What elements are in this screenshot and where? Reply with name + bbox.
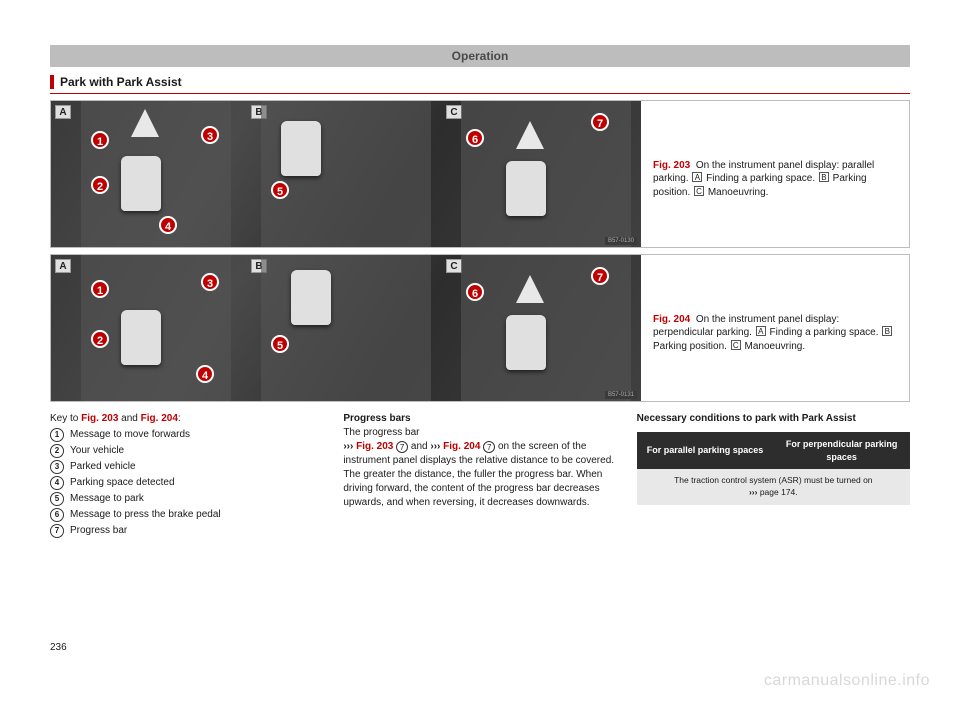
key-number: 2 <box>50 444 64 458</box>
key-number: 4 <box>50 476 64 490</box>
key-number: 7 <box>50 524 64 538</box>
manual-page: Operation Park with Park Assist A 1 2 3 … <box>0 0 960 560</box>
letter-box-c: C <box>694 186 704 196</box>
key-text: Parked vehicle <box>70 460 136 474</box>
figure-203-image: A 1 2 3 4 B 5 C 6 7 B57-0130 <box>51 101 641 247</box>
page-number: 236 <box>50 642 67 653</box>
figure-203-caption: Fig. 203 On the instrument panel display… <box>641 101 909 247</box>
key-intro: Key to Fig. 203 and Fig. 204: <box>50 412 323 426</box>
col2-body: The progress bar ››› Fig. 203 7 and ››› … <box>343 426 616 510</box>
key-number: 5 <box>50 492 64 506</box>
table-row-asr: The traction control system (ASR) must b… <box>637 469 910 505</box>
letter-box-b: B <box>882 326 892 336</box>
watermark: carmanualsonline.info <box>764 672 930 690</box>
column-3: Necessary conditions to park with Park A… <box>637 412 910 540</box>
panel-label-c: C <box>446 259 462 273</box>
car-icon <box>291 270 331 325</box>
key-item: 2 Your vehicle <box>50 444 323 458</box>
key-item: 6 Message to press the brake pedal <box>50 508 323 522</box>
figure-203-block: A 1 2 3 4 B 5 C 6 7 B57-0130 Fig. 203 <box>50 100 910 248</box>
title-rule <box>50 93 910 94</box>
arrow-up-icon <box>131 109 159 137</box>
key-item: 1 Message to move forwards <box>50 428 323 442</box>
col3-heading: Necessary conditions to park with Park A… <box>637 412 910 426</box>
letter-box-a: A <box>756 326 766 336</box>
callout-6: 6 <box>466 283 484 301</box>
car-icon <box>506 315 546 370</box>
key-item: 7 Progress bar <box>50 524 323 538</box>
section-title: Park with Park Assist <box>60 75 182 89</box>
key-text: Message to park <box>70 492 144 506</box>
section-title-row: Park with Park Assist <box>50 75 910 89</box>
col2-heading: Progress bars <box>343 412 616 426</box>
image-code: B57-0131 <box>605 391 637 399</box>
callout-4: 4 <box>196 365 214 383</box>
body-columns: Key to Fig. 203 and Fig. 204: 1 Message t… <box>50 412 910 540</box>
title-accent-bar <box>50 75 54 89</box>
panel-label-c: C <box>446 105 462 119</box>
panel-label-a: A <box>55 105 71 119</box>
figure-204-block: A 1 2 3 4 B 5 C 6 7 B57-0131 Fig. 204 On… <box>50 254 910 402</box>
panel-label-a: A <box>55 259 71 273</box>
column-2: Progress bars The progress bar ››› Fig. … <box>343 412 616 540</box>
callout-7: 7 <box>591 113 609 131</box>
key-number: 1 <box>50 428 64 442</box>
callout-5: 5 <box>271 335 289 353</box>
table-header-parallel: For parallel parking spaces <box>637 432 774 469</box>
callout-3: 3 <box>201 273 219 291</box>
fig-ref: Fig. 203 <box>653 160 690 171</box>
letter-box-c: C <box>731 340 741 350</box>
callout-4: 4 <box>159 216 177 234</box>
key-text: Message to press the brake pedal <box>70 508 221 522</box>
table-header-perpendicular: For perpendicular parking spaces <box>773 432 910 469</box>
image-code: B57-0130 <box>605 237 637 245</box>
key-text: Parking space detected <box>70 476 175 490</box>
callout-1: 1 <box>91 280 109 298</box>
letter-box-a: A <box>692 172 702 182</box>
car-icon <box>506 161 546 216</box>
key-text: Your vehicle <box>70 444 124 458</box>
fig-ref: Fig. 204 <box>653 314 690 325</box>
letter-box-b: B <box>819 172 829 182</box>
key-number: 3 <box>50 460 64 474</box>
figure-204-image: A 1 2 3 4 B 5 C 6 7 B57-0131 <box>51 255 641 401</box>
arrow-up-icon <box>516 121 544 149</box>
callout-1: 1 <box>91 131 109 149</box>
car-icon <box>121 156 161 211</box>
figure-204-caption: Fig. 204 On the instrument panel display… <box>641 255 909 401</box>
car-icon <box>121 310 161 365</box>
column-1: Key to Fig. 203 and Fig. 204: 1 Message t… <box>50 412 323 540</box>
callout-6: 6 <box>466 129 484 147</box>
key-list: 1Message to move forwards2Your vehicle3P… <box>50 428 323 538</box>
key-text: Progress bar <box>70 524 127 538</box>
callout-5: 5 <box>271 181 289 199</box>
callout-3: 3 <box>201 126 219 144</box>
conditions-table: For parallel parking spaces For perpendi… <box>637 432 910 505</box>
page-header: Operation <box>50 45 910 67</box>
callout-7: 7 <box>591 267 609 285</box>
key-item: 3 Parked vehicle <box>50 460 323 474</box>
car-icon <box>281 121 321 176</box>
callout-2: 2 <box>91 176 109 194</box>
key-item: 4 Parking space detected <box>50 476 323 490</box>
callout-2: 2 <box>91 330 109 348</box>
arrow-up-icon <box>516 275 544 303</box>
key-item: 5 Message to park <box>50 492 323 506</box>
key-text: Message to move forwards <box>70 428 190 442</box>
key-number: 6 <box>50 508 64 522</box>
